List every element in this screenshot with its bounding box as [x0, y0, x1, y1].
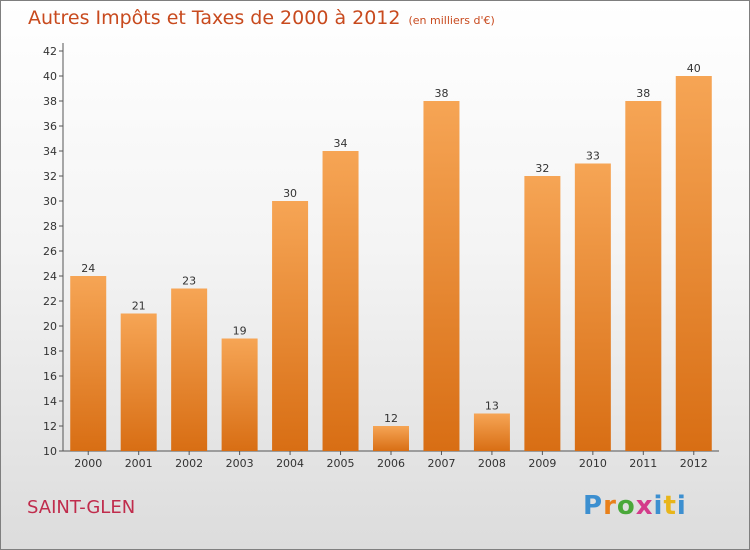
bar-value-label: 40 — [687, 62, 701, 75]
logo-letter: i — [653, 491, 664, 521]
y-tick-label: 32 — [43, 170, 57, 183]
bar — [625, 101, 662, 451]
logo-letter: r — [603, 491, 617, 521]
y-tick-label: 14 — [43, 395, 57, 408]
x-tick-label: 2004 — [276, 457, 304, 470]
bar — [423, 101, 460, 451]
x-tick-label: 2002 — [175, 457, 203, 470]
bar-value-label: 34 — [334, 137, 348, 150]
y-tick-label: 24 — [43, 270, 57, 283]
bar-value-label: 30 — [283, 187, 297, 200]
x-tick-label: 2007 — [427, 457, 455, 470]
place-name: SAINT-GLEN — [27, 497, 136, 518]
chart-subtitle: (en milliers d'€) — [408, 14, 495, 27]
y-tick-label: 40 — [43, 70, 57, 83]
x-tick-label: 2003 — [226, 457, 254, 470]
x-tick-label: 2012 — [680, 457, 708, 470]
bar-value-label: 24 — [81, 262, 95, 275]
y-tick-label: 10 — [43, 445, 57, 458]
y-tick-label: 22 — [43, 295, 57, 308]
logo-letter: t — [663, 491, 677, 521]
bar — [221, 338, 258, 451]
logo-letter: o — [616, 491, 636, 521]
x-tick-label: 2010 — [579, 457, 607, 470]
y-tick-label: 38 — [43, 95, 57, 108]
y-tick-label: 18 — [43, 345, 57, 358]
logo-letter: i — [676, 491, 687, 521]
bar — [70, 276, 107, 451]
bar-value-label: 19 — [233, 325, 247, 338]
bar-value-label: 12 — [384, 412, 398, 425]
x-tick-label: 2008 — [478, 457, 506, 470]
bar — [322, 151, 359, 451]
bar — [574, 163, 611, 451]
x-tick-label: 2001 — [125, 457, 153, 470]
bar-value-label: 32 — [535, 162, 549, 175]
y-tick-label: 20 — [43, 320, 57, 333]
bar — [373, 426, 409, 451]
logo-letter: x — [635, 491, 654, 521]
y-tick-label: 12 — [43, 420, 57, 433]
bar-value-label: 13 — [485, 400, 499, 413]
chart-title-block: Autres Impôts et Taxes de 2000 à 2012 (en… — [28, 7, 495, 29]
bar — [171, 288, 208, 451]
chart-title: Autres Impôts et Taxes de 2000 à 2012 — [28, 7, 401, 29]
y-tick-label: 26 — [43, 245, 57, 258]
y-tick-label: 34 — [43, 145, 57, 158]
bar-value-label: 21 — [132, 300, 146, 313]
bar — [473, 413, 510, 451]
bar — [524, 176, 561, 451]
bar — [675, 76, 712, 451]
proxiti-logo: Proxiti — [583, 491, 687, 521]
x-tick-label: 2006 — [377, 457, 405, 470]
y-tick-label: 30 — [43, 195, 57, 208]
x-tick-label: 2009 — [528, 457, 556, 470]
logo-letter: P — [583, 491, 604, 521]
bar — [120, 313, 157, 451]
x-tick-label: 2011 — [629, 457, 657, 470]
x-tick-label: 2005 — [327, 457, 355, 470]
bar-value-label: 23 — [182, 275, 196, 288]
y-tick-label: 36 — [43, 120, 57, 133]
y-tick-label: 28 — [43, 220, 57, 233]
bar-value-label: 33 — [586, 150, 600, 163]
bar — [272, 201, 309, 451]
y-tick-label: 16 — [43, 370, 57, 383]
bar-value-label: 38 — [434, 87, 448, 100]
x-tick-label: 2000 — [74, 457, 102, 470]
bar-value-label: 38 — [636, 87, 650, 100]
y-tick-label: 42 — [43, 45, 57, 58]
